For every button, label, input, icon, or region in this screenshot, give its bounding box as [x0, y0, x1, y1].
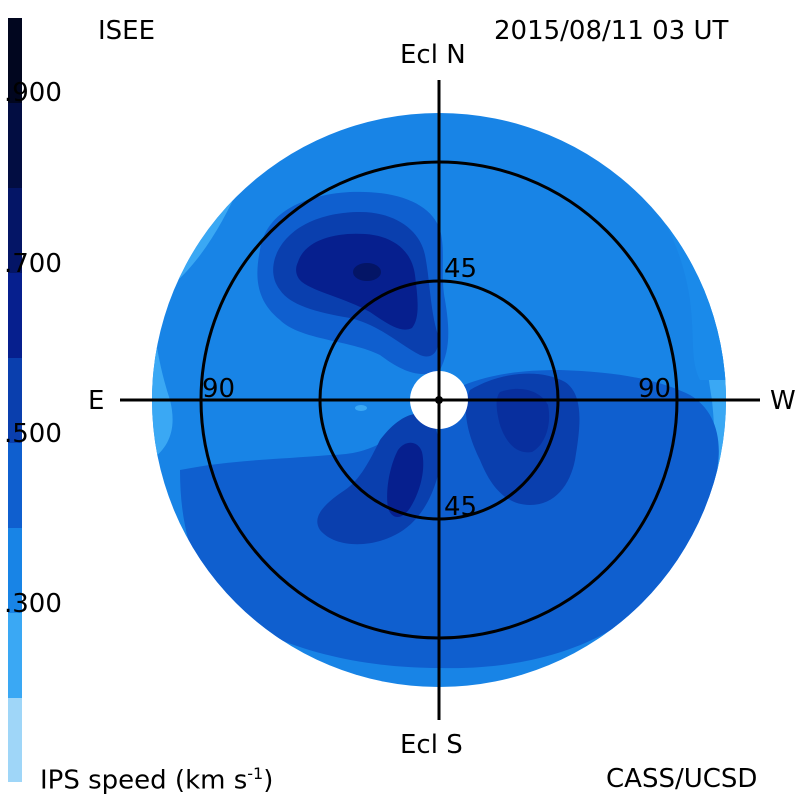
colorbar-label: IPS speed (km s-1): [40, 766, 273, 794]
colorbar-label-sup: -1: [247, 764, 264, 783]
label-ecl-north: Ecl N: [400, 40, 466, 70]
ring-label-45-top: 45: [444, 254, 478, 284]
colorbar-bin-5: [8, 272, 22, 359]
colorbar-bin-3: [8, 442, 22, 528]
contour-speck: [355, 405, 367, 411]
colorbar-bin-7: [8, 102, 22, 189]
contour-700-800-core: [353, 263, 381, 281]
contour-600-700-west-core: [496, 388, 550, 453]
label-east: E: [88, 386, 105, 416]
colorbar-bin-1: [8, 612, 22, 698]
center-dot: [435, 396, 443, 404]
colorbar-tick-500: .500: [4, 419, 62, 449]
colorbar-bin-6: [8, 187, 22, 274]
colorbar-bin-0: [8, 697, 22, 783]
colorbar-tick-900: .900: [4, 78, 62, 108]
header-datetime: 2015/08/11 03 UT: [494, 16, 729, 46]
ring-label-90-left: 90: [202, 374, 236, 404]
ring-label-90-right: 90: [638, 374, 672, 404]
colorbar-bin-2: [8, 527, 22, 613]
contour-600-700-north-core: [296, 233, 418, 330]
label-west: W: [770, 386, 796, 416]
contour-600-700-south-core: [387, 442, 424, 517]
ring-label-45-bottom: 45: [444, 492, 478, 522]
footer-credit: CASS/UCSD: [606, 764, 758, 794]
label-ecl-south: Ecl S: [400, 730, 463, 760]
colorbar-tick-700: .700: [4, 249, 62, 279]
colorbar-tick-300: .300: [4, 589, 62, 619]
colorbar-bin-4: [8, 357, 22, 443]
colorbar-label-text: IPS speed (km s: [40, 765, 248, 796]
colorbar-label-close: ): [263, 765, 274, 796]
header-isee: ISEE: [98, 16, 156, 46]
colorbar-bin-8: [8, 18, 22, 104]
